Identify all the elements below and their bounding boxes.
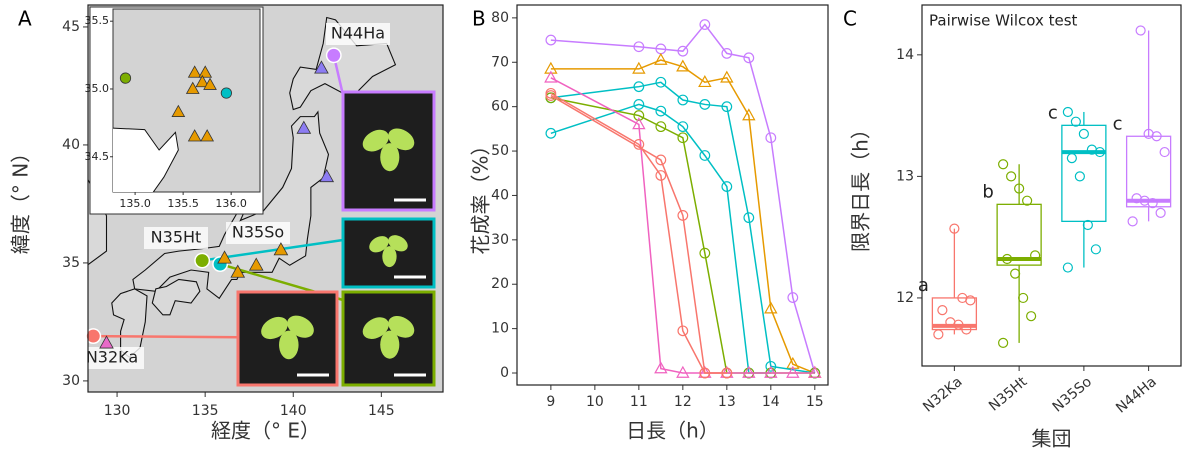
box-panel: Pairwise Wilcox test 12 13 14 集団 限界日長（h） N32Ka… — [849, 5, 1182, 451]
y-tick-label: 60 — [491, 99, 509, 115]
data-point — [1027, 312, 1036, 321]
x-tick-label: 12 — [674, 394, 692, 410]
triangle-marker — [721, 72, 732, 82]
y-tick-label: 14 — [896, 47, 914, 63]
map-panel: 130 135 140 145 30 35 40 45 経度（° E） 緯度（° N） 135.0 1… — [9, 0, 444, 443]
data-point — [1063, 263, 1072, 272]
y-tick-label: 40 — [62, 137, 80, 153]
x-tick-label: 14 — [762, 394, 780, 410]
significance-letter: b — [982, 181, 993, 202]
seedling-leaf — [279, 331, 299, 360]
data-point — [1007, 172, 1016, 181]
y-tick-label: 30 — [491, 232, 509, 248]
y-tick-label: 13 — [896, 168, 914, 184]
y-tick-label: 20 — [491, 276, 509, 292]
x-tick-label: 10 — [586, 394, 604, 410]
significance-letter: a — [918, 275, 929, 296]
y-tick-label: 0 — [500, 365, 509, 381]
triangle-marker — [655, 54, 666, 64]
series-line — [551, 96, 727, 373]
data-point — [999, 338, 1008, 347]
x-axis-label: 日長（h） — [626, 419, 719, 443]
inset-x-tick-label: 136.0 — [215, 197, 247, 210]
x-tick-label: 130 — [104, 403, 131, 419]
x-axis-label: 集団 — [1032, 427, 1072, 451]
seedling-leaf — [380, 143, 399, 171]
x-tick-label: 135 — [192, 403, 219, 419]
figure: A B C 13013514014530354045経度（° E）緯度（° N）… — [0, 0, 1194, 456]
y-tick-label: 80 — [491, 10, 509, 26]
y-axis-label: 花成率（%） — [469, 135, 493, 254]
series-line — [551, 104, 771, 373]
y-tick-label: 10 — [491, 321, 509, 337]
circle-marker — [327, 48, 341, 62]
significance-letter: c — [1113, 113, 1123, 134]
y-tick-label: 45 — [62, 19, 80, 35]
site-label: N35So — [232, 223, 284, 242]
data-point — [1156, 208, 1165, 217]
circle-marker — [221, 88, 231, 98]
y-tick-label: 40 — [491, 187, 509, 203]
data-point — [1128, 217, 1137, 226]
y-tick-label: 70 — [491, 54, 509, 70]
seedling-leaf — [382, 246, 396, 267]
plot-frame — [517, 5, 828, 385]
site-label: N35Ht — [151, 228, 202, 247]
seedling-leaf — [380, 331, 399, 359]
x-tick-label: 145 — [368, 403, 395, 419]
x-tick-label: 13 — [718, 394, 736, 410]
x-tick-label: N35Ht — [986, 374, 1031, 415]
site-label: N44Ha — [331, 24, 385, 43]
x-tick-label: N35So — [1050, 374, 1095, 416]
data-point — [1019, 293, 1028, 302]
circle-marker — [195, 253, 209, 267]
data-point — [999, 160, 1008, 169]
y-tick-label: 35 — [62, 255, 80, 271]
panel-label: A — [18, 7, 32, 31]
inset-x-tick-label: 135.0 — [119, 197, 151, 210]
x-tick-label: 11 — [630, 394, 648, 410]
site-label: N32Ka — [86, 348, 138, 367]
y-axis-label: 限界日長（h） — [849, 119, 873, 252]
x-tick-label: 15 — [806, 394, 824, 410]
data-point — [934, 330, 943, 339]
x-tick-label: N32Ka — [920, 374, 965, 416]
data-point — [1011, 269, 1020, 278]
data-point — [1091, 245, 1100, 254]
y-tick-label: 50 — [491, 143, 509, 159]
panel-label: B — [472, 7, 486, 31]
y-tick-label: 30 — [62, 373, 80, 389]
data-point — [1063, 107, 1072, 116]
significance-letter: c — [1048, 102, 1058, 123]
x-tick-label: 140 — [280, 403, 307, 419]
x-tick-label: N44Ha — [1113, 374, 1160, 417]
y-tick-label: 12 — [896, 290, 914, 306]
data-point — [1136, 26, 1145, 35]
x-axis-label: 経度（° E） — [211, 419, 320, 443]
chart-title: Pairwise Wilcox test — [929, 12, 1078, 30]
circle-marker — [120, 73, 130, 83]
y-axis-label: 緯度（° N） — [9, 143, 33, 254]
panel-label: C — [843, 7, 857, 31]
inset-x-tick-label: 135.5 — [167, 197, 199, 210]
x-tick-label: 9 — [546, 394, 555, 410]
line-panel: 9 10 11 12 13 14 15 0 10 20 30 40 50 60 70 80 日長（h） 花成率（%… — [469, 5, 829, 443]
